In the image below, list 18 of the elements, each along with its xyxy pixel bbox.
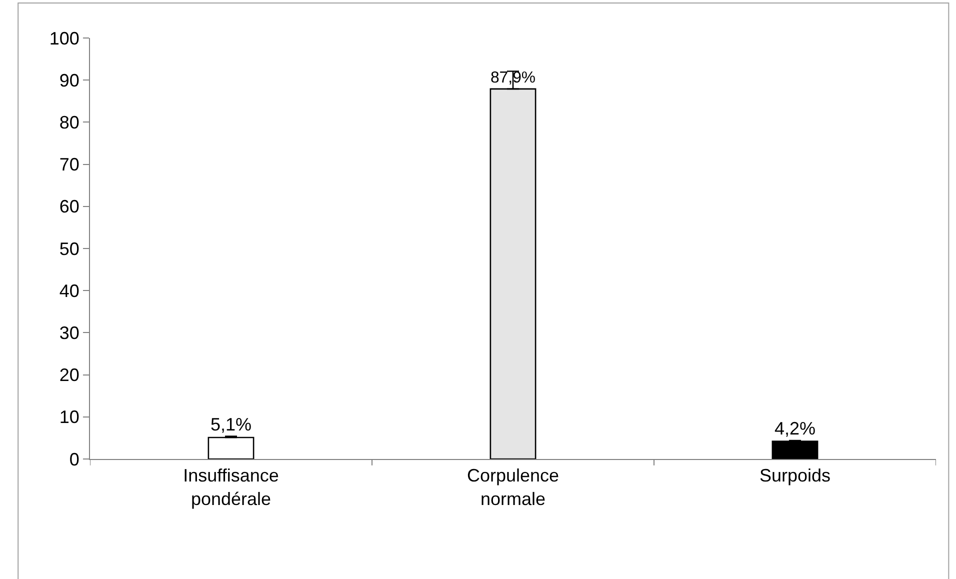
- x-tick-label: Insuffisance pondérale: [183, 466, 279, 509]
- y-tick-label: 90: [59, 70, 80, 90]
- bar: [772, 440, 818, 459]
- y-tick-label: 0: [69, 449, 80, 470]
- y-tick-label: 40: [59, 280, 80, 301]
- y-tick-label: 50: [59, 238, 80, 259]
- y-tick-label: 100: [49, 28, 80, 48]
- bar: [208, 436, 254, 459]
- x-tick-label: Corpulence normale: [466, 466, 560, 509]
- data-label: 4,2%: [774, 418, 816, 438]
- y-tick-label: 10: [59, 407, 80, 428]
- y-tick-label: 30: [59, 323, 80, 343]
- x-tick-label: Surpoids: [759, 466, 831, 486]
- y-tick-label: 80: [59, 112, 80, 132]
- data-label: 5,1%: [210, 414, 252, 435]
- y-tick-label: 20: [59, 365, 80, 386]
- y-tick-label: 70: [59, 154, 80, 175]
- y-tick-label: 60: [59, 196, 80, 217]
